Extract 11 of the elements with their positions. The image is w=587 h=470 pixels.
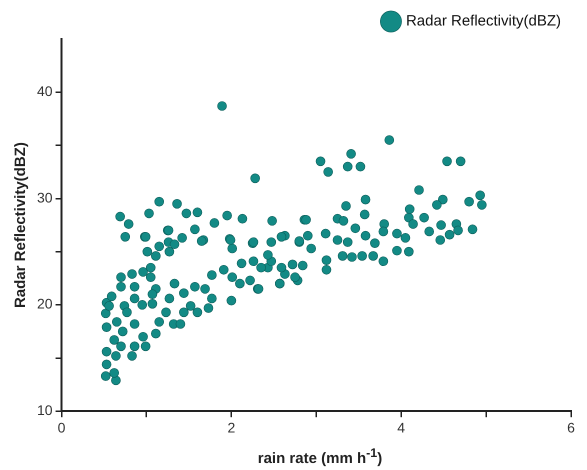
y-tick-label: 20 [36, 296, 53, 312]
y-axis-title: Radar Reflectivity(dBZ) [12, 142, 30, 308]
x-axis-title: rain rate (mm h$^{-1}$) [256, 446, 384, 467]
y-tick-label: 10 [36, 402, 53, 418]
legend-label: Radar Reflectivity(dBZ) [406, 12, 562, 30]
y-tick-label: 40 [36, 83, 53, 100]
x-tick-label: 2 [227, 419, 236, 436]
x-tick-label: 6 [567, 419, 576, 436]
x-tick-label: 4 [397, 419, 406, 436]
y-tick-label: 30 [36, 189, 53, 206]
x-tick-label: 0 [58, 419, 66, 436]
